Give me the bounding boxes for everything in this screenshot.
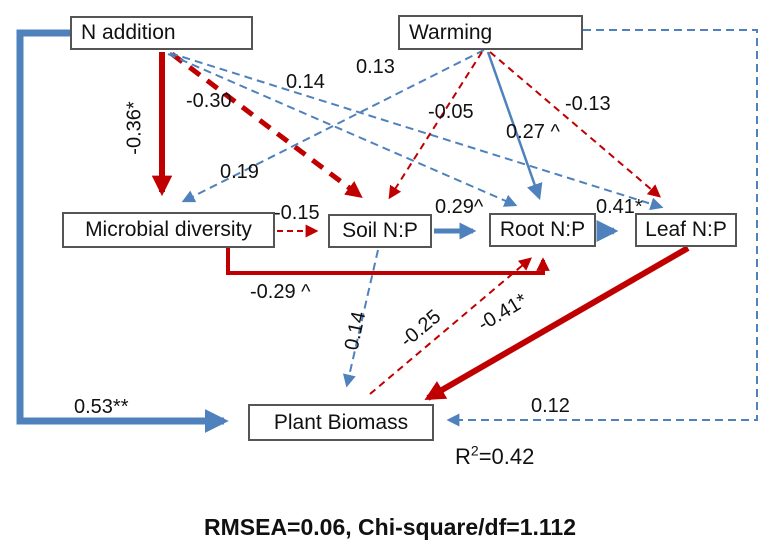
coef-microbial-soilnp: -0.15 xyxy=(274,202,320,224)
r2-value: =0.42 xyxy=(478,444,535,469)
node-microbial-diversity: Microbial diversity xyxy=(62,212,275,248)
coef-microbial-rootnp: -0.29 ^ xyxy=(250,281,311,303)
edge-naddition-rootnp xyxy=(167,53,518,207)
edge-plantbiomass-rootnp xyxy=(369,257,532,395)
coef-naddition-soilnp: -0.30 xyxy=(186,90,232,112)
edge-soilnp-plantbiomass xyxy=(342,249,379,388)
node-warming: Warming xyxy=(398,15,583,50)
r2-prefix: R xyxy=(455,444,471,469)
edge-warming-leafnp xyxy=(489,51,661,198)
coef-soilnp-rootnp: 0.29^ xyxy=(435,196,484,218)
edge-warming-rootnp xyxy=(486,51,543,201)
coef-warming-leafnp: -0.13 xyxy=(565,93,611,115)
node-soil-np: Soil N:P xyxy=(328,214,432,248)
coef-naddition-rootnp: 0.13 xyxy=(356,56,395,78)
edge-naddition-leafnp xyxy=(169,52,664,211)
coef-naddition-leafnp: 0.14 xyxy=(286,71,325,93)
node-leaf-np: Leaf N:P xyxy=(635,213,737,247)
model-fit-statistics: RMSEA=0.06, Chi-square/df=1.112 xyxy=(204,514,576,540)
coef-warming-rootnp: 0.27 ^ xyxy=(506,121,560,143)
node-label: Soil N:P xyxy=(342,219,418,242)
node-plant-biomass: Plant Biomass xyxy=(248,404,434,441)
node-root-np: Root N:P xyxy=(489,213,596,247)
node-n-addition: N addition xyxy=(70,16,253,50)
coef-warming-soilnp: -0.05 xyxy=(428,101,474,123)
edge-warming-plantbiomass xyxy=(446,29,758,427)
coef-rootnp-leafnp: 0.41* xyxy=(596,196,643,218)
node-label: Plant Biomass xyxy=(273,410,409,434)
r-squared-annotation: R2=0.42 xyxy=(455,444,534,470)
coef-naddition-plantbiomass: 0.53** xyxy=(74,396,129,418)
coef-warming-microbial: 0.19 xyxy=(220,161,259,183)
node-label: Microbial diversity xyxy=(85,218,252,241)
edge-naddition-plantbiomass xyxy=(16,29,229,433)
node-label: Root N:P xyxy=(499,218,586,241)
node-label: Warming xyxy=(409,20,493,44)
edge-microbial-rootnp xyxy=(226,248,550,275)
node-label: N addition xyxy=(81,21,176,44)
r2-superscript: 2 xyxy=(470,442,479,459)
coef-warming-plantbiomass: 0.12 xyxy=(531,395,570,417)
edge-naddition-soilnp xyxy=(170,52,363,199)
edge-leafnp-plantbiomass xyxy=(424,245,690,401)
node-label: Leaf N:P xyxy=(645,218,727,241)
edge-warming-microbial xyxy=(181,49,485,203)
coef-naddition-microbial: -0.36* xyxy=(123,101,146,155)
edge-warming-soilnp xyxy=(388,51,483,200)
